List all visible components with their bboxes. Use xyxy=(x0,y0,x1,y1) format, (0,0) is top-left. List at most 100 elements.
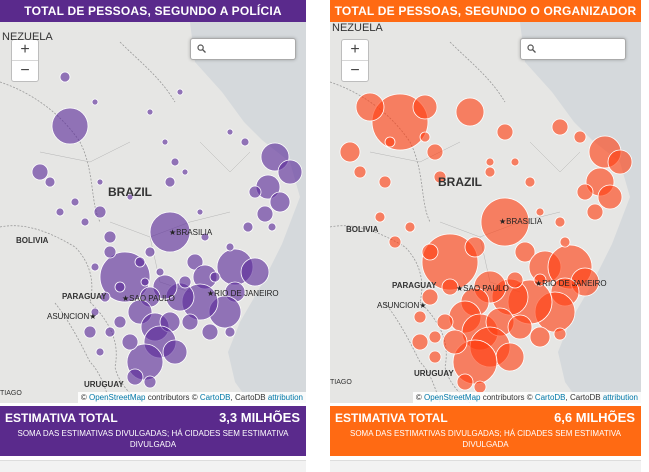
city-bubble[interactable] xyxy=(514,241,536,263)
city-bubble[interactable] xyxy=(140,277,150,287)
map-search[interactable] xyxy=(190,38,296,60)
city-bubble[interactable] xyxy=(524,176,536,188)
city-bubble[interactable] xyxy=(576,183,594,201)
city-bubble[interactable] xyxy=(93,205,107,219)
city-bubble[interactable] xyxy=(113,315,127,329)
city-bubble[interactable] xyxy=(248,185,262,199)
city-bubble[interactable] xyxy=(176,88,184,96)
city-bubble[interactable] xyxy=(374,211,386,223)
search-input[interactable] xyxy=(209,41,289,55)
city-bubble[interactable] xyxy=(495,342,525,372)
city-bubble[interactable] xyxy=(553,327,567,341)
city-bubble[interactable] xyxy=(240,257,270,287)
city-bubble[interactable] xyxy=(103,245,117,259)
city-bubble[interactable] xyxy=(80,217,90,227)
city-bubble[interactable] xyxy=(353,165,367,179)
city-bubble[interactable] xyxy=(441,278,459,296)
city-bubble[interactable] xyxy=(426,143,444,161)
city-bubble[interactable] xyxy=(161,138,169,146)
attribution-link[interactable]: attribution xyxy=(267,393,303,402)
city-bubble[interactable] xyxy=(201,323,219,341)
city-bubble[interactable] xyxy=(464,236,486,258)
city-bubble[interactable] xyxy=(121,333,139,351)
city-bubble[interactable] xyxy=(485,157,495,167)
zoom-in-button[interactable]: + xyxy=(350,41,360,58)
cartodb-link[interactable]: CartoDB xyxy=(534,393,566,402)
city-bubble[interactable] xyxy=(428,350,442,364)
city-bubble[interactable] xyxy=(164,176,176,188)
city-bubble[interactable] xyxy=(196,208,204,216)
zoom-out-button[interactable]: − xyxy=(12,60,38,81)
city-bubble[interactable] xyxy=(59,71,71,83)
city-bubble[interactable] xyxy=(224,326,236,338)
city-bubble[interactable] xyxy=(421,288,439,306)
city-bubble[interactable] xyxy=(181,313,199,331)
city-bubble[interactable] xyxy=(149,211,191,253)
city-bubble[interactable] xyxy=(200,232,210,242)
osm-link[interactable]: OpenStreetMap xyxy=(423,393,481,402)
city-bubble[interactable] xyxy=(103,230,117,244)
zoom-out-button[interactable]: − xyxy=(342,60,368,81)
city-bubble[interactable] xyxy=(170,157,180,167)
city-bubble[interactable] xyxy=(95,347,105,357)
city-bubble[interactable] xyxy=(419,131,431,143)
city-bubble[interactable] xyxy=(209,271,221,283)
city-bubble[interactable] xyxy=(181,168,189,176)
city-bubble[interactable] xyxy=(162,339,188,365)
city-bubble[interactable] xyxy=(99,291,111,303)
city-bubble[interactable] xyxy=(225,242,235,252)
city-bubble[interactable] xyxy=(573,130,587,144)
city-bubble[interactable] xyxy=(269,191,291,213)
city-bubble[interactable] xyxy=(480,197,530,247)
city-bubble[interactable] xyxy=(240,137,250,147)
city-bubble[interactable] xyxy=(155,267,165,277)
city-bubble[interactable] xyxy=(83,325,97,339)
city-bubble[interactable] xyxy=(90,307,100,317)
city-bubble[interactable] xyxy=(433,170,447,184)
city-bubble[interactable] xyxy=(586,203,604,221)
city-bubble[interactable] xyxy=(559,236,571,248)
city-bubble[interactable] xyxy=(96,178,104,186)
city-bubble[interactable] xyxy=(146,108,154,116)
city-bubble[interactable] xyxy=(242,221,254,233)
city-bubble[interactable] xyxy=(597,184,623,210)
city-bubble[interactable] xyxy=(442,329,468,355)
city-bubble[interactable] xyxy=(533,273,547,287)
city-bubble[interactable] xyxy=(143,375,157,389)
city-bubble[interactable] xyxy=(55,207,65,217)
city-bubble[interactable] xyxy=(413,310,427,324)
city-bubble[interactable] xyxy=(126,193,134,201)
city-bubble[interactable] xyxy=(91,98,99,106)
city-bubble[interactable] xyxy=(104,326,116,338)
zoom-in-button[interactable]: + xyxy=(20,41,30,58)
city-bubble[interactable] xyxy=(178,275,192,289)
city-bubble[interactable] xyxy=(267,222,277,232)
city-bubble[interactable] xyxy=(421,243,439,261)
city-bubble[interactable] xyxy=(144,246,156,258)
city-bubble[interactable] xyxy=(114,281,126,293)
map-search[interactable] xyxy=(520,38,626,60)
city-bubble[interactable] xyxy=(44,176,56,188)
organizer-map[interactable]: + − NEZUELA BRAZIL BOLIVIA PARAGUAY URUG… xyxy=(330,22,641,403)
city-bubble[interactable] xyxy=(51,107,89,145)
city-bubble[interactable] xyxy=(378,175,392,189)
city-bubble[interactable] xyxy=(428,330,442,344)
city-bubble[interactable] xyxy=(436,313,454,331)
city-bubble[interactable] xyxy=(384,136,396,148)
city-bubble[interactable] xyxy=(277,159,303,185)
city-bubble[interactable] xyxy=(411,333,429,351)
city-bubble[interactable] xyxy=(551,118,569,136)
city-bubble[interactable] xyxy=(70,197,80,207)
city-bubble[interactable] xyxy=(496,123,514,141)
city-bubble[interactable] xyxy=(388,235,402,249)
city-bubble[interactable] xyxy=(506,271,524,289)
cartodb-link[interactable]: CartoDB xyxy=(199,393,231,402)
city-bubble[interactable] xyxy=(31,163,49,181)
city-bubble[interactable] xyxy=(404,221,416,233)
city-bubble[interactable] xyxy=(554,216,566,228)
city-bubble[interactable] xyxy=(90,262,100,272)
city-bubble[interactable] xyxy=(507,314,533,340)
city-bubble[interactable] xyxy=(226,128,234,136)
city-bubble[interactable] xyxy=(510,157,520,167)
city-bubble[interactable] xyxy=(412,94,438,120)
